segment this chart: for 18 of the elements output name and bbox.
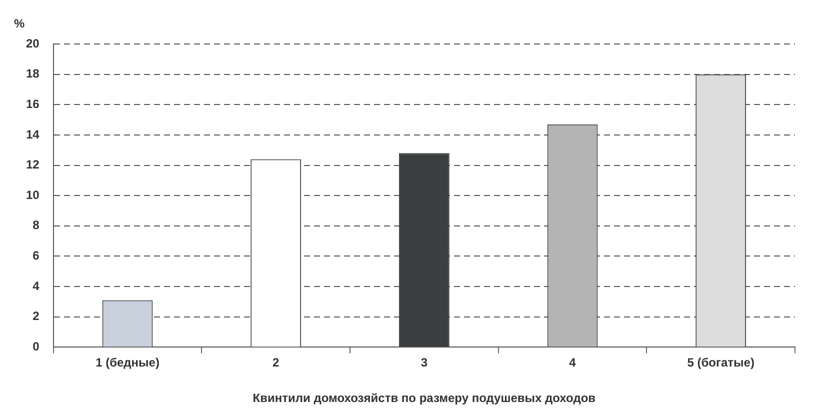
y-tick-label: 0 [32,340,40,354]
x-tick-label: 3 [420,356,428,370]
y-tick-label: 10 [26,188,40,202]
x-tick-label: 1 (бедные) [96,356,160,370]
x-tick-label: 4 [569,356,576,370]
y-tick-label: 8 [32,218,40,232]
x-tick-label: 5 (богатые) [687,356,754,370]
y-axis-title: % [14,16,25,30]
y-tick-label: 16 [26,96,40,111]
x-axis-title: Квинтили домохозяйств по размеру подушевых доходов [252,391,596,406]
y-tick-label: 18 [26,66,40,81]
y-tick-label: 12 [26,158,40,172]
y-tick-label: 20 [26,36,40,50]
x-tick-label: 2 [272,356,280,370]
y-tick-label: 14 [26,127,40,142]
y-tick-label: 6 [32,248,40,263]
y-tick-label: 4 [32,278,40,293]
y-tick-label: 2 [32,309,40,324]
